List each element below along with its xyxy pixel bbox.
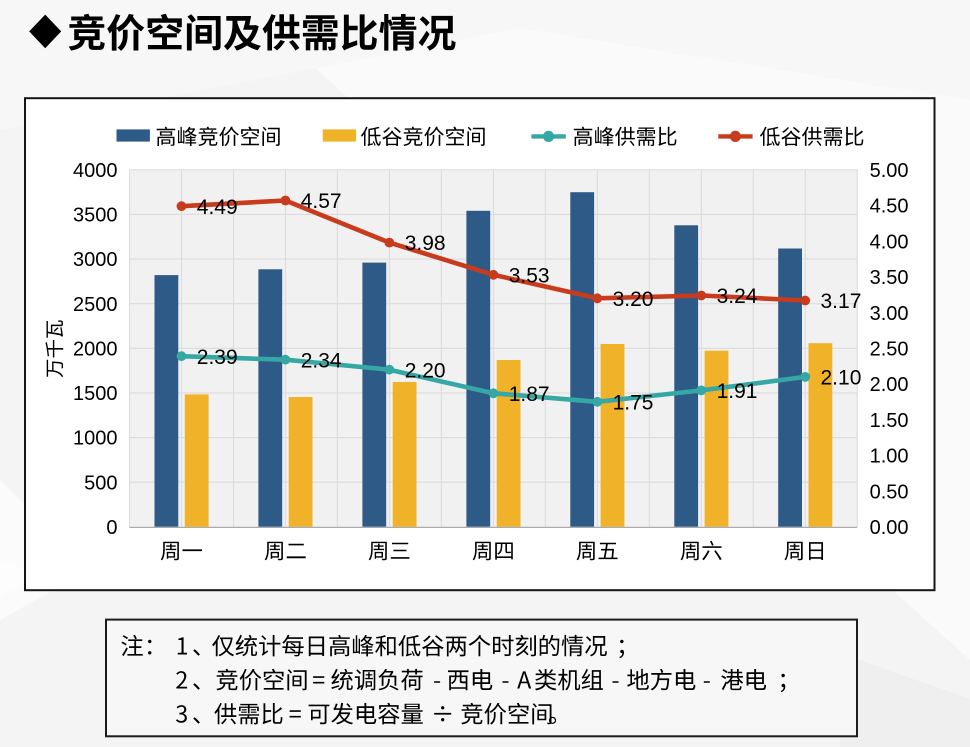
svg-text:2.00: 2.00 — [870, 374, 909, 396]
svg-text:0: 0 — [106, 517, 117, 539]
svg-text:3.50: 3.50 — [870, 267, 909, 289]
svg-text:2.10: 2.10 — [821, 367, 862, 390]
svg-text:1000: 1000 — [73, 428, 118, 450]
svg-text:0.50: 0.50 — [870, 481, 909, 503]
svg-text:4.00: 4.00 — [870, 231, 909, 253]
svg-text:3.98: 3.98 — [405, 232, 446, 255]
svg-text:1.50: 1.50 — [870, 410, 909, 432]
svg-text:2.39: 2.39 — [197, 346, 238, 369]
svg-text:0.00: 0.00 — [870, 517, 909, 539]
svg-text:4000: 4000 — [73, 160, 118, 182]
svg-text:500: 500 — [84, 472, 117, 494]
svg-text:5.00: 5.00 — [870, 160, 909, 182]
svg-text:3500: 3500 — [73, 205, 118, 227]
svg-text:4.57: 4.57 — [301, 190, 342, 213]
svg-text:3.53: 3.53 — [509, 264, 550, 287]
svg-text:1.00: 1.00 — [870, 446, 909, 468]
svg-text:3.20: 3.20 — [613, 288, 654, 311]
svg-text:1500: 1500 — [73, 383, 118, 405]
svg-text:1.75: 1.75 — [613, 391, 654, 414]
svg-text:3.17: 3.17 — [821, 290, 862, 313]
svg-text:2.20: 2.20 — [405, 359, 446, 382]
svg-text:4.49: 4.49 — [197, 196, 238, 219]
svg-text:3.00: 3.00 — [870, 303, 909, 325]
svg-text:3000: 3000 — [73, 249, 118, 271]
svg-text:2500: 2500 — [73, 294, 118, 316]
svg-text:3.24: 3.24 — [717, 285, 758, 308]
svg-text:2.50: 2.50 — [870, 339, 909, 361]
svg-text:4.50: 4.50 — [870, 196, 909, 218]
svg-text:2.34: 2.34 — [301, 349, 342, 372]
svg-text:1.91: 1.91 — [717, 380, 758, 403]
svg-text:1.87: 1.87 — [509, 383, 550, 406]
svg-text:2000: 2000 — [73, 339, 118, 361]
